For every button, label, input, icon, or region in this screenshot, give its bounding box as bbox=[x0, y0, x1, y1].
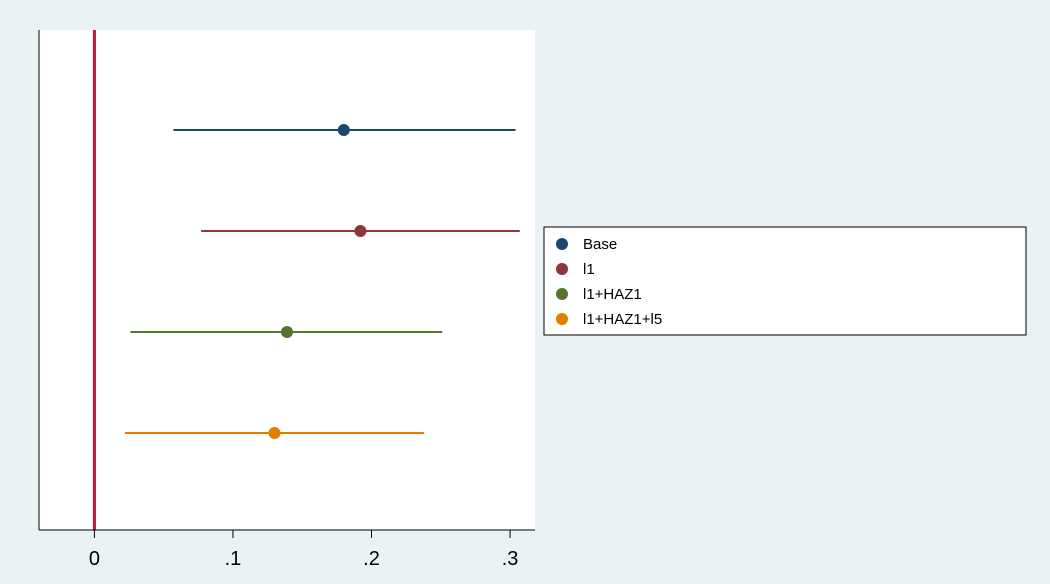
point-estimate-l1-haz1-l5 bbox=[268, 427, 281, 439]
point-estimate-base bbox=[337, 124, 350, 136]
legend: Base l1 l1+HAZ1 l1+HAZ1+l5 bbox=[543, 226, 1027, 336]
legend-marker-l1-haz1 bbox=[556, 288, 568, 300]
legend-label-l1-haz1-l5: l1+HAZ1+l5 bbox=[583, 311, 662, 328]
legend-label-base: Base bbox=[583, 236, 617, 253]
legend-label-l1-haz1: l1+HAZ1 bbox=[583, 286, 642, 303]
legend-box bbox=[543, 226, 1027, 336]
legend-label-l1: l1 bbox=[583, 261, 595, 278]
x-tick-label-0: 0 bbox=[89, 548, 100, 570]
legend-marker-l1-haz1-l5 bbox=[556, 313, 568, 325]
plot-area bbox=[39, 30, 535, 530]
legend-marker-l1 bbox=[556, 263, 568, 275]
legend-marker-base bbox=[556, 238, 568, 250]
x-tick-label-3: .3 bbox=[502, 548, 519, 570]
point-estimate-l1 bbox=[354, 225, 367, 237]
point-estimate-l1-haz1 bbox=[281, 326, 293, 338]
x-tick-label-1: .1 bbox=[225, 548, 242, 570]
x-tick-label-2: .2 bbox=[363, 548, 380, 570]
